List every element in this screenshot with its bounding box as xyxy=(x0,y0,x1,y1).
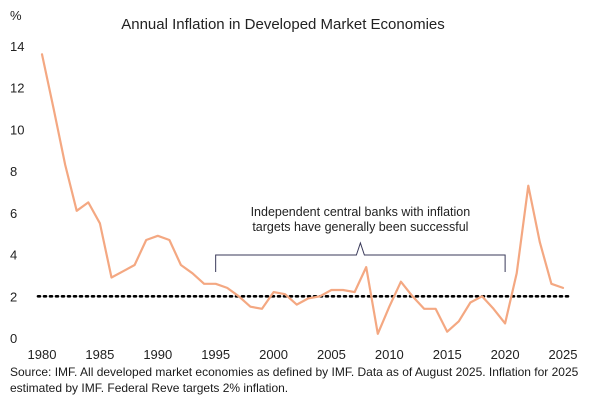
data-point xyxy=(284,293,286,295)
x-tick-label: 2005 xyxy=(317,347,346,362)
x-tick-label: 1990 xyxy=(143,347,172,362)
y-tick-label: 10 xyxy=(10,122,24,137)
data-point xyxy=(446,331,448,333)
data-point xyxy=(423,308,425,310)
data-point xyxy=(180,264,182,266)
data-point xyxy=(41,53,43,55)
data-point xyxy=(249,306,251,308)
data-point xyxy=(330,289,332,291)
data-point xyxy=(261,308,263,310)
data-point xyxy=(319,295,321,297)
x-tick-label: 1980 xyxy=(28,347,57,362)
data-point xyxy=(203,283,205,285)
data-point xyxy=(492,308,494,310)
data-point xyxy=(562,287,564,289)
x-tick-label: 1995 xyxy=(201,347,230,362)
x-tick-label: 2025 xyxy=(549,347,578,362)
data-point xyxy=(76,210,78,212)
data-point xyxy=(515,272,517,274)
footnote-line-1: Source: IMF. All developed market econom… xyxy=(10,365,579,379)
data-point xyxy=(400,280,402,282)
chart-title: Annual Inflation in Developed Market Eco… xyxy=(121,16,445,33)
annotation-text-line-2: targets have generally been successful xyxy=(252,220,468,234)
data-point xyxy=(365,266,367,268)
x-tick-label: 2000 xyxy=(259,347,288,362)
data-point xyxy=(296,303,298,305)
inflation-data-points xyxy=(41,53,564,335)
source-footnote: Source: IMF. All developed market econom… xyxy=(10,364,595,396)
y-tick-label: 14 xyxy=(10,39,24,54)
data-point xyxy=(539,241,541,243)
annotation-bracket xyxy=(215,241,506,272)
data-point xyxy=(99,222,101,224)
data-point xyxy=(342,289,344,291)
y-tick-label: 12 xyxy=(10,81,24,96)
data-point xyxy=(157,235,159,237)
data-point xyxy=(469,301,471,303)
data-point xyxy=(272,291,274,293)
data-point xyxy=(133,264,135,266)
data-point xyxy=(64,164,66,166)
data-point xyxy=(481,295,483,297)
x-tick-label: 2010 xyxy=(375,347,404,362)
data-point xyxy=(434,308,436,310)
x-tick-label: 1985 xyxy=(85,347,114,362)
data-point xyxy=(238,295,240,297)
annotation-text-line-1: Independent central banks with inflation xyxy=(251,205,471,219)
data-point xyxy=(388,306,390,308)
data-point xyxy=(52,107,54,109)
data-point xyxy=(377,333,379,335)
data-point xyxy=(411,295,413,297)
data-point xyxy=(504,322,506,324)
footnote-line-2: estimated by IMF. Federal Reve targets 2… xyxy=(10,381,289,395)
data-point xyxy=(527,185,529,187)
y-tick-label: 4 xyxy=(10,248,17,263)
y-tick-label: 6 xyxy=(10,206,17,221)
x-tick-label: 2020 xyxy=(491,347,520,362)
data-point xyxy=(168,239,170,241)
data-point xyxy=(122,270,124,272)
data-point xyxy=(353,291,355,293)
x-axis-ticks: 1980 1985 1990 1995 2000 2005 2010 2015 2020 2025 xyxy=(28,347,578,362)
inflation-series-line xyxy=(40,53,565,335)
y-tick-label: 2 xyxy=(10,289,17,304)
data-point xyxy=(110,276,112,278)
data-point xyxy=(191,272,193,274)
y-tick-label: 8 xyxy=(10,164,17,179)
data-point xyxy=(145,239,147,241)
data-point xyxy=(87,201,89,203)
y-tick-label: 0 xyxy=(10,331,17,346)
data-point xyxy=(307,297,309,299)
y-axis-unit-label: % xyxy=(10,8,22,23)
y-axis-ticks: 0 2 4 6 8 10 12 14 xyxy=(10,39,24,346)
x-tick-label: 2015 xyxy=(433,347,462,362)
data-point xyxy=(550,283,552,285)
data-point xyxy=(458,320,460,322)
data-point xyxy=(214,283,216,285)
data-point xyxy=(226,287,228,289)
